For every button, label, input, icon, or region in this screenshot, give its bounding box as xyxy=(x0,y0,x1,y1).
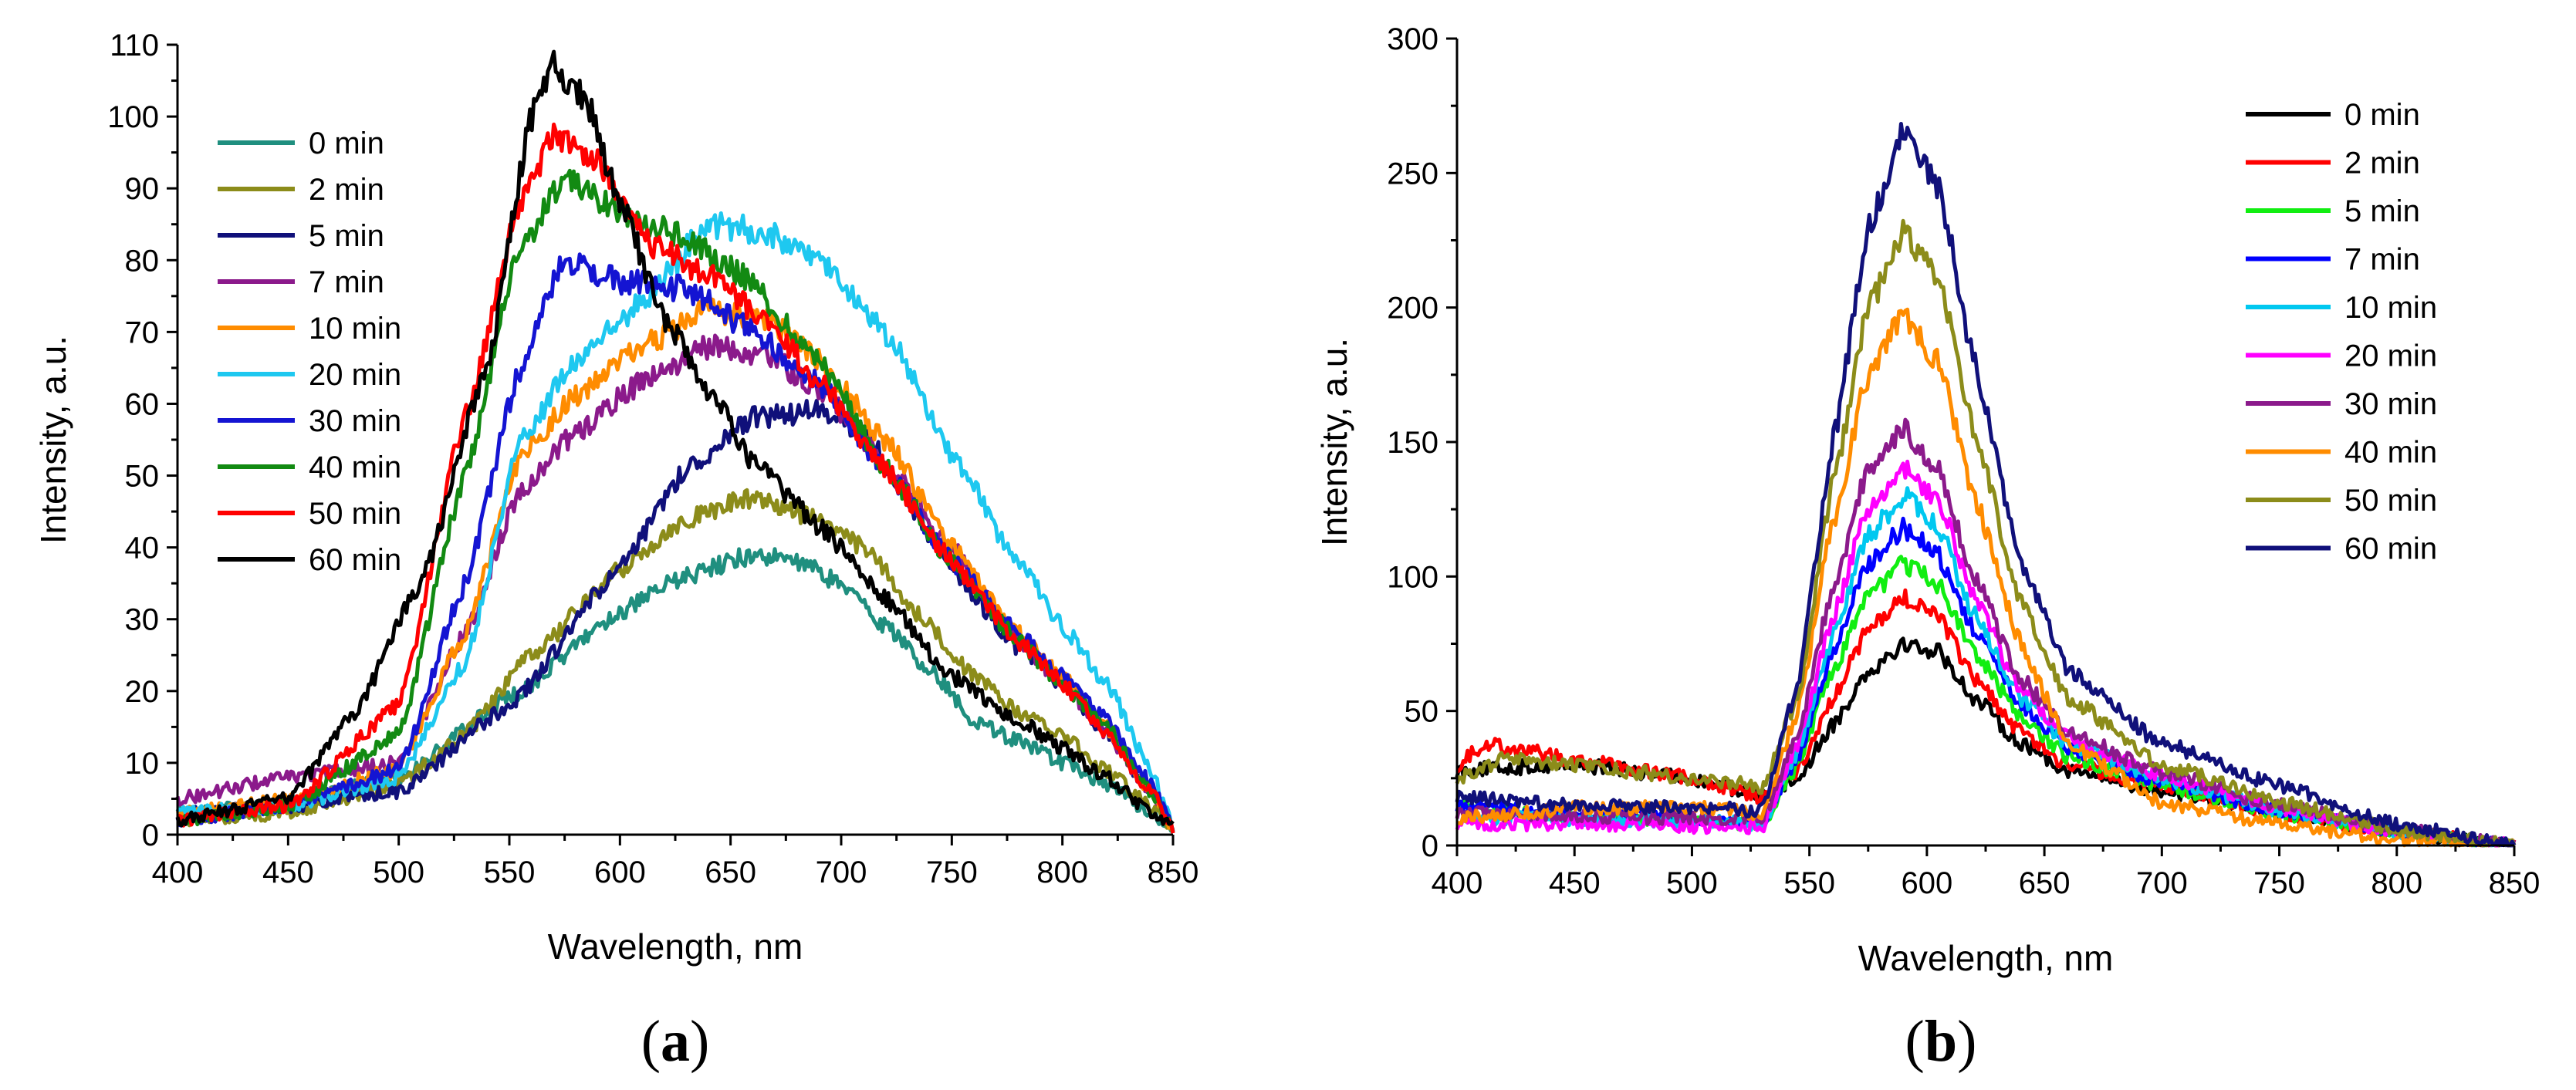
y-tick-label: 70 xyxy=(125,316,160,349)
y-tick-label: 60 xyxy=(125,387,160,421)
legend-label: 7 min xyxy=(309,265,384,299)
series-line-a-6 xyxy=(175,252,1175,832)
series-line-b-9 xyxy=(1455,122,2517,848)
x-tick-label: 650 xyxy=(705,855,756,889)
legend-label: 60 min xyxy=(309,543,401,577)
x-tick-label: 800 xyxy=(2371,866,2422,900)
y-tick-label: 200 xyxy=(1387,292,1438,326)
series-line-a-9 xyxy=(175,49,1175,828)
x-tick-label: 700 xyxy=(2136,866,2188,900)
panel-label-open: ( xyxy=(1905,1009,1925,1074)
legend-label: 2 min xyxy=(2344,147,2420,181)
y-tick-label: 250 xyxy=(1387,157,1438,191)
chart-b: 400 450 500 550 600 650 700 750 800 850 0 50 100 150 2… xyxy=(1314,22,2540,1074)
x-tick-label: 450 xyxy=(1549,866,1601,900)
legend-label: 50 min xyxy=(309,497,401,531)
legend-label: 0 min xyxy=(2344,98,2420,132)
legend-label: 20 min xyxy=(309,358,401,392)
series-line-b-8 xyxy=(1455,218,2517,848)
y-tick-label: 20 xyxy=(125,675,160,709)
plot-area-a xyxy=(175,49,1175,834)
y-tick-label: 300 xyxy=(1387,22,1438,56)
y-tick-label: 100 xyxy=(107,100,159,134)
legend-label: 2 min xyxy=(309,173,384,207)
panel-label-close: ) xyxy=(690,1009,709,1074)
y-tick-label: 90 xyxy=(125,172,160,206)
panel-label-b: (b) xyxy=(1905,1009,1977,1074)
y-tick-label: 0 xyxy=(1422,829,1438,863)
x-tick-label: 650 xyxy=(2019,866,2071,900)
x-tick-label: 750 xyxy=(926,855,978,889)
x-tick-label: 500 xyxy=(1666,866,1718,900)
legend-label: 7 min xyxy=(2344,243,2420,277)
series-line-b-7 xyxy=(1455,307,2517,848)
legend-label: 40 min xyxy=(2344,436,2437,470)
y-axis-label: Intensity, a.u. xyxy=(1314,338,1354,546)
y-tick-label: 0 xyxy=(142,818,159,852)
panel-label-letter: b xyxy=(1925,1009,1957,1074)
legend-label: 5 min xyxy=(2344,194,2420,228)
legend-label: 10 min xyxy=(309,312,401,346)
y-tick-label: 150 xyxy=(1387,426,1438,460)
panel-label-a: (a) xyxy=(641,1009,710,1074)
x-tick-label: 450 xyxy=(262,855,314,889)
legend-label: 50 min xyxy=(2344,484,2437,518)
x-tick-label: 400 xyxy=(1432,866,1483,900)
legend-label: 30 min xyxy=(2344,387,2437,421)
y-tick-label: 50 xyxy=(125,460,160,494)
y-tick-label: 40 xyxy=(125,532,160,565)
y-axis-label: Intensity, a.u. xyxy=(33,336,73,544)
x-tick-label: 600 xyxy=(594,855,646,889)
y-tick-label: 50 xyxy=(1405,695,1439,729)
plot-area-b xyxy=(1455,122,2517,848)
legend-label: 0 min xyxy=(309,127,384,160)
x-tick-label: 850 xyxy=(1148,855,1199,889)
series-line-a-7 xyxy=(175,168,1175,833)
x-tick-label: 850 xyxy=(2489,866,2541,900)
series-line-b-5 xyxy=(1455,459,2517,848)
series-line-b-3 xyxy=(1455,516,2514,848)
x-tick-label: 800 xyxy=(1036,855,1088,889)
legend-label: 30 min xyxy=(309,404,401,438)
x-axis-label: Wavelength, nm xyxy=(1858,938,2114,978)
chart-a: 400 450 500 550 600 650 700 750 800 850 0 10 20 30 40 5… xyxy=(33,29,1198,1074)
panel-label-letter: a xyxy=(661,1009,690,1074)
legend-label: 20 min xyxy=(2344,339,2437,373)
panel-label-close: ) xyxy=(1957,1009,1976,1074)
legend-label: 5 min xyxy=(309,219,384,253)
x-tick-label: 500 xyxy=(373,855,424,889)
y-tick-label: 30 xyxy=(125,603,160,637)
series-line-a-8 xyxy=(176,122,1175,834)
x-tick-label: 700 xyxy=(816,855,867,889)
legend-b: 0 min 2 min 5 min 7 min 10 min 20 min 30 min 40… xyxy=(2246,98,2437,566)
y-tick-label: 80 xyxy=(125,244,160,278)
x-tick-label: 550 xyxy=(1783,866,1835,900)
y-tick-label: 110 xyxy=(110,29,159,62)
panel-label-open: ( xyxy=(641,1009,661,1074)
x-tick-label: 400 xyxy=(152,855,204,889)
legend-label: 60 min xyxy=(2344,532,2437,566)
y-tick-label: 10 xyxy=(125,747,160,781)
x-tick-label: 550 xyxy=(484,855,536,889)
x-tick-label: 750 xyxy=(2253,866,2305,900)
x-tick-label: 600 xyxy=(1902,866,1953,900)
x-axis-label: Wavelength, nm xyxy=(548,926,803,967)
legend-label: 10 min xyxy=(2344,291,2437,325)
legend-a: 0 min 2 min 5 min 7 min 10 min 20 min 30 min 40… xyxy=(218,127,401,577)
y-tick-label: 100 xyxy=(1387,560,1438,594)
legend-label: 40 min xyxy=(309,451,401,484)
